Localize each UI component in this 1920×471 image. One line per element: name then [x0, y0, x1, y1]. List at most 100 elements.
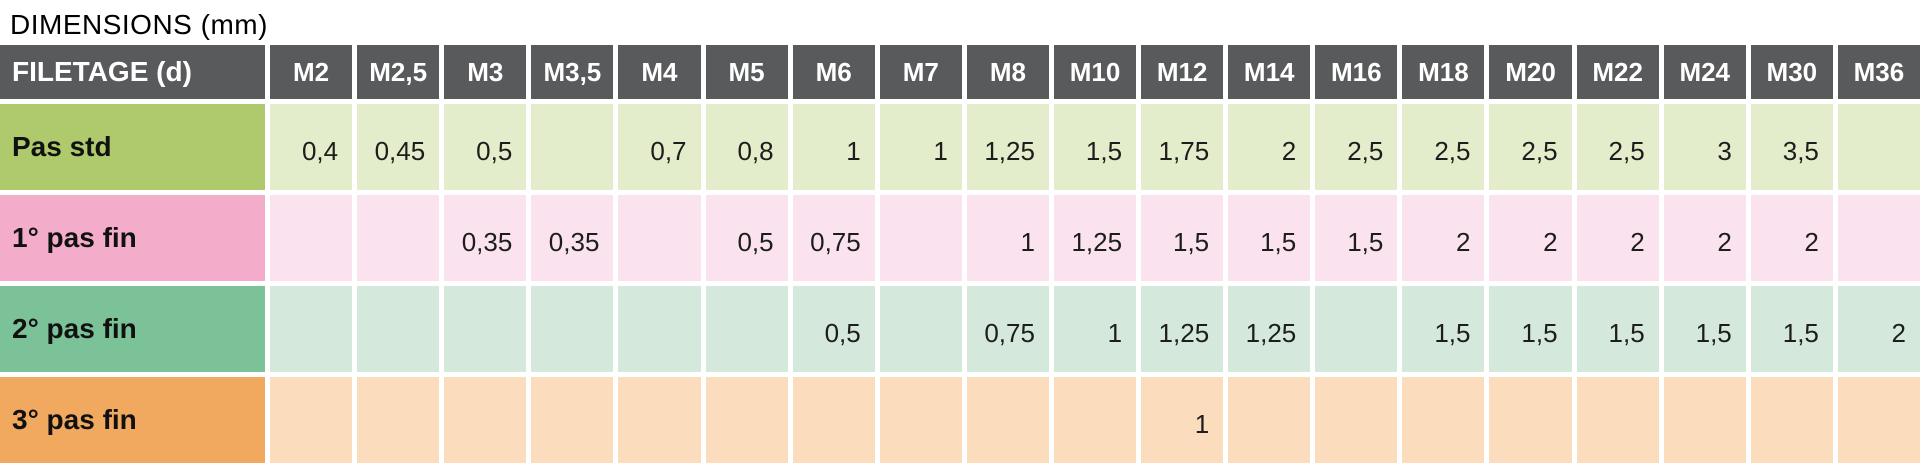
data-cell	[444, 377, 527, 463]
dimensions-table: FILETAGE (d) M2 M2,5 M3 M3,5 M4 M5 M6 M7 M8 M10 M12…	[0, 45, 1920, 463]
column-header: M10	[1053, 45, 1137, 99]
data-cell: 0,35	[531, 195, 614, 281]
data-cell	[792, 377, 875, 463]
data-cell: 1,5	[1489, 286, 1572, 372]
data-cell	[531, 104, 614, 190]
data-cell: 0,5	[444, 104, 527, 190]
data-cell: 2	[1402, 195, 1485, 281]
column-header: M2,5	[357, 45, 440, 99]
row-label: 3° pas fin	[0, 377, 265, 463]
data-cell: 0,4	[270, 104, 353, 190]
column-header: M30	[1750, 45, 1833, 99]
data-cell: 1,5	[1402, 286, 1485, 372]
page-title: DIMENSIONS (mm)	[10, 9, 268, 40]
data-cell: 1,5	[1750, 286, 1833, 372]
data-cell	[531, 377, 614, 463]
data-cell	[618, 286, 701, 372]
data-cell: 2,5	[1402, 104, 1485, 190]
data-cell: 1,5	[1228, 195, 1311, 281]
column-header: M12	[1141, 45, 1224, 99]
data-cell: 0,5	[705, 195, 788, 281]
column-header: M6	[792, 45, 875, 99]
data-cell	[270, 377, 353, 463]
column-header: M18	[1402, 45, 1485, 99]
data-cell: 1,25	[1228, 286, 1311, 372]
row-label: 2° pas fin	[0, 286, 265, 372]
data-cell	[1837, 195, 1920, 281]
data-cell	[357, 195, 440, 281]
column-header: M20	[1489, 45, 1572, 99]
data-cell: 1	[966, 195, 1049, 281]
column-header: M7	[879, 45, 962, 99]
data-cell: 2,5	[1576, 104, 1659, 190]
data-cell: 0,75	[792, 195, 875, 281]
data-cell: 1,75	[1141, 104, 1224, 190]
data-cell: 1,25	[1053, 195, 1137, 281]
data-cell: 3,5	[1750, 104, 1833, 190]
data-cell: 2,5	[1315, 104, 1398, 190]
column-header: M14	[1228, 45, 1311, 99]
data-cell	[270, 286, 353, 372]
data-cell: 0,45	[357, 104, 440, 190]
data-cell	[705, 286, 788, 372]
data-cell	[1576, 377, 1659, 463]
data-cell	[1837, 377, 1920, 463]
data-cell: 1,5	[1576, 286, 1659, 372]
column-header: M16	[1315, 45, 1398, 99]
data-cell	[1663, 377, 1746, 463]
data-cell	[444, 286, 527, 372]
data-cell	[1837, 104, 1920, 190]
data-cell: 1,25	[966, 104, 1049, 190]
data-cell	[357, 286, 440, 372]
data-cell: 1,5	[1141, 195, 1224, 281]
column-header: M3	[444, 45, 527, 99]
row-label: 1° pas fin	[0, 195, 265, 281]
data-cell: 2	[1663, 195, 1746, 281]
column-header: M5	[705, 45, 788, 99]
data-cell	[1315, 377, 1398, 463]
data-cell: 2	[1576, 195, 1659, 281]
data-cell: 1,5	[1663, 286, 1746, 372]
column-header: M3,5	[531, 45, 614, 99]
data-cell: 0,7	[618, 104, 701, 190]
data-cell: 0,5	[792, 286, 875, 372]
data-cell: 0,35	[444, 195, 527, 281]
corner-header: FILETAGE (d)	[0, 45, 265, 99]
data-cell	[705, 377, 788, 463]
data-cell: 0,8	[705, 104, 788, 190]
data-cell: 1,25	[1141, 286, 1224, 372]
row-label: Pas std	[0, 104, 265, 190]
data-cell	[1053, 377, 1137, 463]
column-header: M24	[1663, 45, 1746, 99]
data-cell	[531, 286, 614, 372]
data-cell: 2,5	[1489, 104, 1572, 190]
data-cell: 2	[1489, 195, 1572, 281]
data-cell: 0,75	[966, 286, 1049, 372]
data-cell: 1	[792, 104, 875, 190]
data-cell: 1	[1053, 286, 1137, 372]
data-cell: 1	[1141, 377, 1224, 463]
data-cell: 2	[1228, 104, 1311, 190]
data-cell	[1402, 377, 1485, 463]
data-cell	[879, 286, 962, 372]
data-cell	[879, 195, 962, 281]
data-cell	[879, 377, 962, 463]
data-cell	[1315, 286, 1398, 372]
column-header: M36	[1837, 45, 1920, 99]
data-cell	[270, 195, 353, 281]
column-header: M4	[618, 45, 701, 99]
data-cell	[1750, 377, 1833, 463]
data-cell: 1,5	[1053, 104, 1137, 190]
data-cell: 1,5	[1315, 195, 1398, 281]
column-header: M22	[1576, 45, 1659, 99]
data-cell: 3	[1663, 104, 1746, 190]
data-cell	[618, 377, 701, 463]
column-header: M8	[966, 45, 1049, 99]
data-cell: 1	[879, 104, 962, 190]
data-cell: 2	[1750, 195, 1833, 281]
data-cell	[966, 377, 1049, 463]
data-cell: 2	[1837, 286, 1920, 372]
data-cell	[1228, 377, 1311, 463]
column-header: M2	[270, 45, 353, 99]
